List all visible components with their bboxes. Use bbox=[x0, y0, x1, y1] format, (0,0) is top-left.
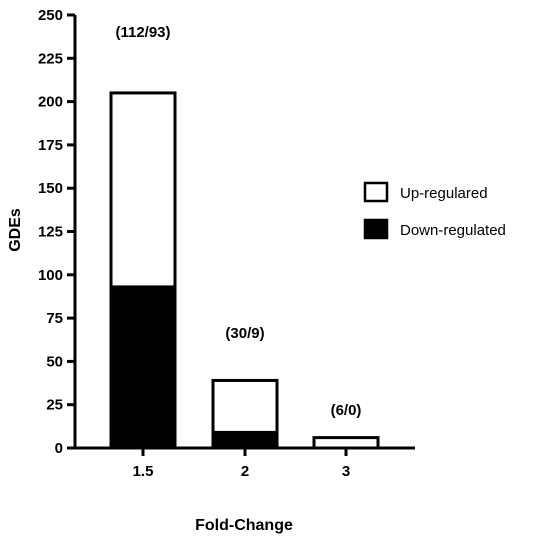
y-tick-label: 100 bbox=[38, 267, 63, 284]
y-axis-ticks: 0 25 50 75 100 125 150 175 200 225 250 bbox=[38, 7, 75, 457]
y-tick-label: 250 bbox=[38, 7, 63, 24]
y-tick-label: 50 bbox=[46, 353, 63, 370]
bars bbox=[109, 91, 380, 450]
x-tick-label: 1.5 bbox=[133, 463, 154, 480]
bar-up-regulated bbox=[109, 91, 177, 289]
legend-swatch bbox=[363, 218, 389, 240]
bar-down-regulated bbox=[109, 285, 177, 450]
legend-swatch bbox=[363, 181, 389, 203]
data-label: (30/9) bbox=[225, 325, 264, 342]
bar-up-regulated bbox=[211, 378, 279, 434]
data-label: (6/0) bbox=[331, 402, 362, 419]
y-tick-label: 75 bbox=[46, 310, 63, 327]
y-axis-title: GDEs bbox=[7, 208, 24, 252]
y-tick-label: 200 bbox=[38, 94, 63, 111]
y-tick-label: 0 bbox=[55, 440, 63, 457]
legend-label: Up-regulared bbox=[400, 185, 488, 202]
y-tick-label: 125 bbox=[38, 224, 63, 241]
x-tick-label: 2 bbox=[241, 463, 249, 480]
y-tick-label: 150 bbox=[38, 180, 63, 197]
data-labels: (112/93) (30/9) (6/0) bbox=[115, 24, 361, 419]
x-tick-label: 3 bbox=[342, 463, 350, 480]
legend: Up-regulared Down-regulated bbox=[363, 181, 506, 240]
y-tick-label: 25 bbox=[46, 397, 63, 414]
x-axis-title: Fold-Change bbox=[195, 517, 293, 534]
x-axis-ticks: 1.5 2 3 bbox=[133, 448, 350, 480]
legend-label: Down-regulated bbox=[400, 222, 506, 239]
data-label: (112/93) bbox=[115, 24, 170, 41]
y-tick-label: 225 bbox=[38, 50, 63, 67]
bar-down-regulated bbox=[211, 430, 279, 450]
y-tick-label: 175 bbox=[38, 137, 63, 154]
bar-up-regulated bbox=[312, 436, 380, 450]
